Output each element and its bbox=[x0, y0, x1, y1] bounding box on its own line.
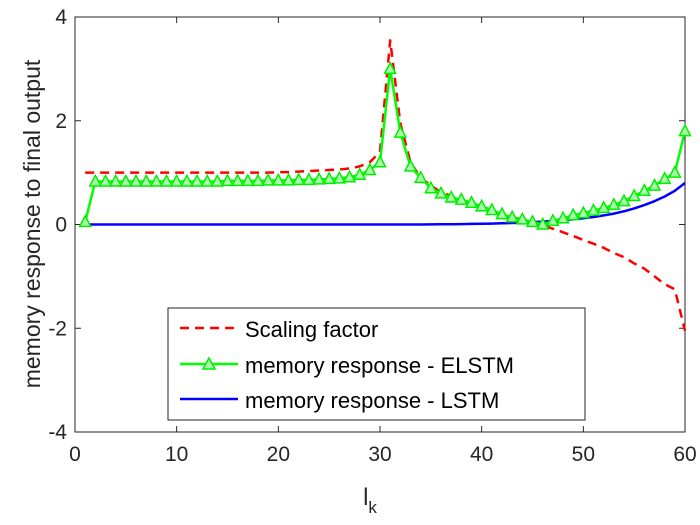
legend-label-elstm: memory response - ELSTM bbox=[245, 353, 514, 378]
x-tick-label: 30 bbox=[368, 443, 391, 466]
series-layer bbox=[78, 39, 692, 332]
elstm-point-marker bbox=[200, 173, 214, 187]
elstm-point-marker bbox=[403, 158, 418, 172]
elstm-point-marker bbox=[556, 210, 570, 224]
elstm-point-marker bbox=[586, 202, 601, 216]
elstm-point-marker bbox=[495, 206, 509, 220]
elstm-point-marker bbox=[617, 193, 631, 207]
y-tick-label: -4 bbox=[48, 421, 67, 444]
legend-marker-elstm-triangle-icon bbox=[201, 356, 217, 370]
y-tick-label: -2 bbox=[48, 317, 67, 340]
elstm-point-marker bbox=[535, 216, 550, 230]
elstm-point-marker bbox=[515, 211, 530, 225]
elstm-point-marker bbox=[393, 125, 408, 138]
x-axis-label-subscript: k bbox=[368, 498, 377, 517]
elstm-point-marker bbox=[464, 195, 479, 208]
elstm-point-marker bbox=[169, 173, 184, 187]
elstm-point-marker bbox=[637, 183, 652, 197]
elstm-point-marker bbox=[657, 171, 672, 185]
legend-label-scaling-factor: Scaling factor bbox=[245, 317, 378, 342]
elstm-point-marker bbox=[139, 173, 153, 187]
elstm-point-marker bbox=[88, 173, 103, 187]
x-tick-label: 10 bbox=[165, 443, 188, 466]
y-tick-label: 4 bbox=[55, 6, 67, 29]
elstm-point-marker bbox=[596, 200, 611, 214]
elstm-point-marker bbox=[251, 173, 265, 187]
x-tick-label: 50 bbox=[572, 443, 595, 466]
elstm-point-marker bbox=[607, 197, 621, 211]
elstm-point-marker bbox=[668, 165, 682, 178]
elstm-point-marker bbox=[312, 171, 326, 185]
elstm-point-marker bbox=[159, 173, 174, 187]
x-tick-label: 40 bbox=[470, 443, 493, 466]
elstm-point-marker bbox=[434, 185, 448, 199]
elstm-point-marker bbox=[505, 209, 519, 223]
y-tick-label: 2 bbox=[55, 110, 67, 133]
elstm-point-marker bbox=[322, 171, 336, 185]
elstm-point-marker bbox=[98, 173, 113, 187]
elstm-point-marker bbox=[566, 207, 580, 221]
elstm-point-marker bbox=[241, 173, 255, 187]
elstm-point-marker bbox=[363, 162, 377, 176]
legend: Scaling factor memory response - ELSTM m… bbox=[167, 307, 586, 421]
x-axis-label: lk bbox=[363, 484, 377, 517]
elstm-point-marker bbox=[210, 173, 225, 187]
elstm-point-marker bbox=[302, 172, 316, 186]
y-axis-label: memory response to final output bbox=[19, 59, 45, 388]
elstm-point-marker bbox=[647, 177, 662, 191]
elstm-point-marker bbox=[352, 167, 367, 180]
elstm-point-marker bbox=[119, 173, 133, 187]
x-tick-label: 60 bbox=[673, 443, 696, 466]
elstm-point-marker bbox=[678, 123, 692, 137]
elstm-point-marker bbox=[281, 172, 296, 186]
elstm-point-marker bbox=[373, 154, 387, 168]
elstm-point-marker bbox=[149, 173, 164, 187]
elstm-point-marker bbox=[230, 173, 245, 187]
elstm-point-marker bbox=[474, 198, 489, 212]
elstm-point-marker bbox=[576, 205, 591, 219]
x-tick-label: 0 bbox=[69, 443, 81, 466]
elstm-point-marker bbox=[454, 191, 469, 205]
legend-label-lstm: memory response - LSTM bbox=[245, 388, 499, 413]
axis-ticks: 0 10 20 30 40 50 60 -4 -2 0 2 4 bbox=[48, 6, 696, 466]
elstm-point-marker bbox=[220, 173, 235, 187]
elstm-point-marker bbox=[190, 173, 204, 187]
elstm-point-marker bbox=[383, 61, 397, 75]
elstm-point-marker bbox=[291, 172, 306, 186]
elstm-point-marker bbox=[108, 173, 123, 187]
elstm-point-marker bbox=[627, 188, 641, 202]
elstm-point-marker bbox=[332, 170, 347, 184]
elstm-point-marker bbox=[271, 172, 286, 186]
elstm-point-marker bbox=[413, 170, 428, 184]
elstm-point-marker bbox=[444, 189, 458, 203]
x-tick-label: 20 bbox=[267, 443, 290, 466]
elstm-point-marker bbox=[261, 172, 275, 186]
elstm-point-marker bbox=[525, 214, 540, 228]
elstm-point-marker bbox=[180, 173, 194, 187]
x-axis-label-main: l bbox=[363, 484, 368, 511]
y-tick-label: 0 bbox=[55, 214, 67, 237]
elstm-point-marker bbox=[78, 214, 92, 228]
elstm-point-marker bbox=[424, 180, 438, 194]
elstm-point-marker bbox=[342, 169, 357, 183]
elstm-point-marker bbox=[546, 213, 560, 227]
elstm-point-marker bbox=[129, 173, 143, 187]
elstm-point-marker bbox=[485, 202, 499, 216]
